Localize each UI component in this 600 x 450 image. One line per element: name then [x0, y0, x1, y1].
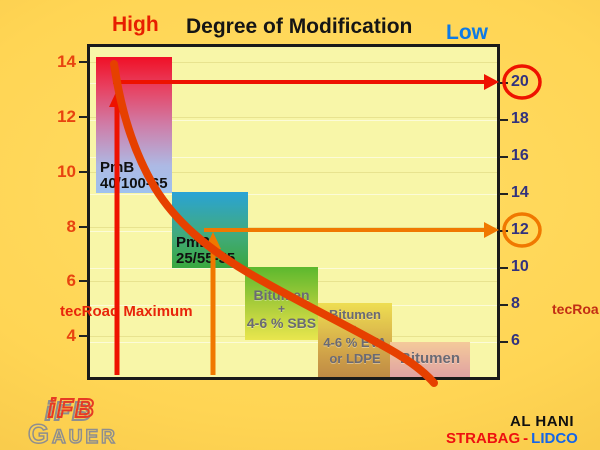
bar-label: Bitumen +4-6 % EVA or LDPE	[323, 307, 387, 366]
page-title: Degree of Modification	[186, 15, 413, 38]
bar-label: PmB 25/55-55	[176, 234, 236, 267]
bar-pmb-25-55-55: PmB 25/55-55	[172, 192, 248, 268]
bar-bitumen-eva-ldpe: Bitumen +4-6 % EVA or LDPE	[318, 303, 392, 377]
bar-bitumen-sbs: Bitumen +4-6 % SBS	[245, 267, 318, 340]
gauer-logo-text: GAUER	[27, 419, 118, 449]
ifb-gauer-logo: iFB iFB GAUER	[27, 393, 148, 450]
company-name: AL HANI	[510, 413, 575, 430]
gridline	[90, 227, 497, 228]
left-axis-tick-label: 12	[57, 107, 76, 126]
bar-label: Bitumen	[400, 350, 460, 367]
right-axis-tick-label: 20	[511, 73, 529, 90]
brand-separator: -	[523, 430, 529, 447]
left-axis-tick-label: 4	[66, 326, 76, 345]
tecroad-right-note: tecRoa	[552, 301, 599, 317]
lidco-label: LIDCO	[531, 430, 578, 447]
right-axis-tick-label: 10	[511, 258, 529, 275]
bar-label: PmB 40/100-65	[100, 159, 168, 192]
tecroad-maximum-note: tecRoad Maximum	[60, 303, 193, 320]
right-axis-tick-label: 8	[511, 295, 520, 312]
degree-high-label: High	[112, 13, 159, 36]
right-axis-tick-label: 14	[511, 184, 529, 201]
bar-bitumen: Bitumen	[390, 342, 470, 377]
plot-area: PmB 40/100-65 PmB 25/55-55 Bitumen +4-6 % S…	[87, 44, 500, 380]
left-axis-tick-label: 8	[66, 217, 76, 236]
right-axis-tick-label: 18	[511, 110, 529, 127]
right-axis-tick-label: 6	[511, 332, 520, 349]
right-axis-tick-label: 16	[511, 147, 529, 164]
bar-label: Bitumen +4-6 % SBS	[246, 287, 317, 331]
degree-low-label: Low	[446, 21, 488, 44]
brand-names: STRABAG - LIDCO	[446, 430, 578, 447]
strabag-label: STRABAG	[446, 430, 521, 447]
left-axis-tick-label: 10	[57, 162, 76, 181]
gridline	[90, 194, 497, 195]
bar-pmb-40-100-65: PmB 40/100-65	[96, 57, 172, 193]
ifb-logo-text: iFB iFB	[44, 393, 96, 426]
left-axis-tick-label: 14	[57, 52, 76, 71]
left-axis-tick-label: 6	[66, 271, 76, 290]
gridline	[90, 231, 497, 232]
right-axis-ticks	[499, 82, 508, 343]
right-axis-tick-label: 12	[511, 221, 529, 238]
